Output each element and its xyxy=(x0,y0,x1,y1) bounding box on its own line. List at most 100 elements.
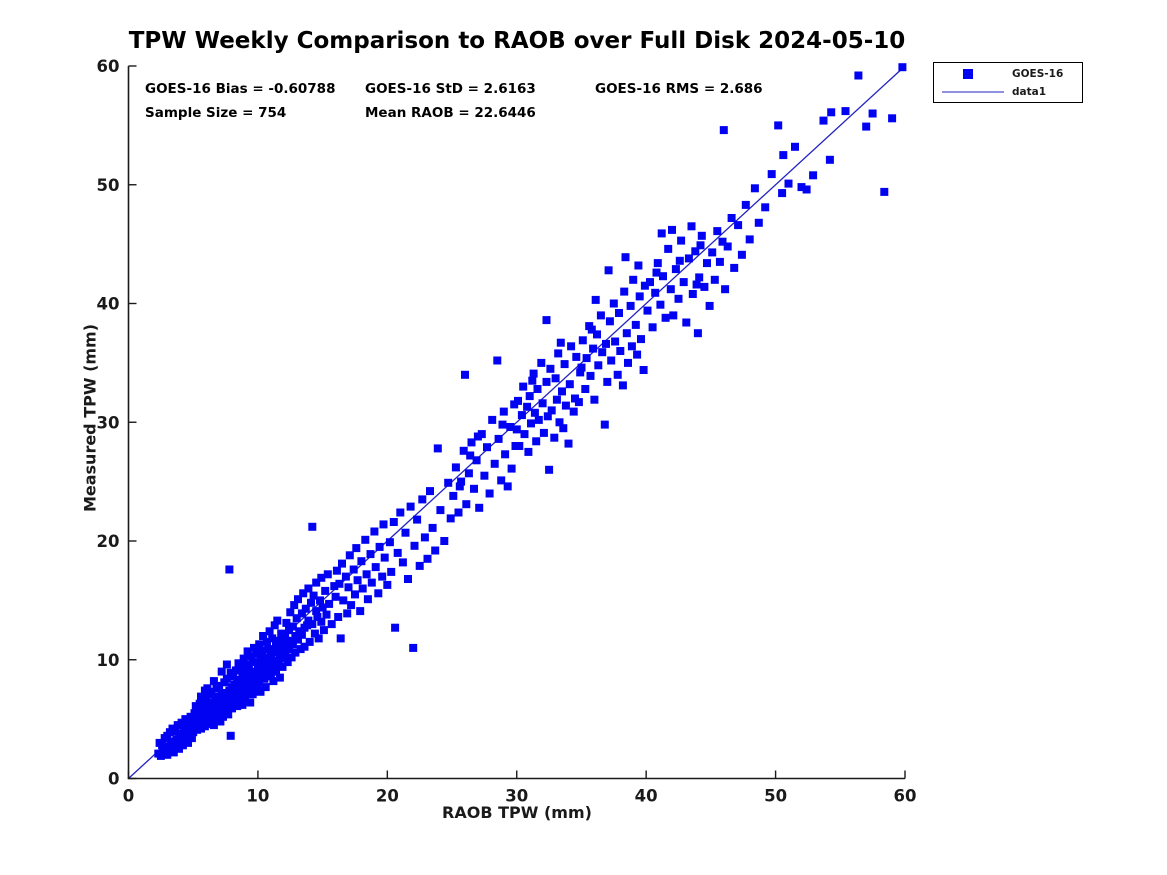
scatter-point xyxy=(527,419,535,428)
scatter-point xyxy=(543,412,552,421)
scatter-point xyxy=(299,589,308,598)
scatter-point xyxy=(253,681,262,690)
scatter-point xyxy=(639,366,648,374)
scatter-point xyxy=(224,710,233,719)
scatter-point xyxy=(335,579,344,588)
scatter-point xyxy=(297,609,306,618)
legend-marker-icon xyxy=(963,69,973,79)
scatter-point xyxy=(409,643,418,652)
scatter-point xyxy=(564,439,573,448)
scatter-point xyxy=(312,607,321,616)
scatter-points xyxy=(154,63,907,760)
scatter-point xyxy=(754,218,763,227)
scatter-point xyxy=(362,570,371,579)
scatter-point xyxy=(721,285,730,294)
scatter-point xyxy=(358,584,367,593)
scatter-point xyxy=(656,300,665,309)
scatter-point xyxy=(611,337,620,346)
scatter-point xyxy=(247,652,256,661)
scatter-point xyxy=(607,356,616,365)
stat-bias: GOES-16 Bias = -0.60788 xyxy=(145,81,336,97)
scatter-point xyxy=(230,697,239,706)
scatter-point xyxy=(288,622,297,631)
scatter-point xyxy=(401,528,410,537)
scatter-point xyxy=(278,662,287,671)
scatter-point xyxy=(396,508,405,517)
scatter-point xyxy=(250,643,258,652)
scatter-point xyxy=(449,491,458,500)
scatter-point xyxy=(459,446,468,455)
scatter-point xyxy=(374,589,383,598)
scatter-point xyxy=(719,126,728,135)
scatter-point xyxy=(578,336,587,345)
scatter-point xyxy=(281,633,290,642)
scatter-point xyxy=(303,621,312,630)
scatter-point xyxy=(488,415,497,424)
scatter-point xyxy=(517,411,526,420)
scatter-point xyxy=(338,559,346,568)
scatter-point xyxy=(668,225,676,234)
scatter-point xyxy=(520,430,529,439)
scatter-point xyxy=(255,677,264,686)
scatter-point xyxy=(621,253,630,262)
scatter-point xyxy=(310,629,319,638)
scatter-point xyxy=(501,450,510,459)
scatter-point xyxy=(664,244,673,253)
scatter-point xyxy=(545,465,554,474)
scatter-point xyxy=(304,584,313,593)
y-tick-label: 40 xyxy=(97,295,120,314)
scatter-point xyxy=(682,318,691,327)
scatter-point xyxy=(674,294,683,303)
scatter-point xyxy=(677,236,686,245)
scatter-point xyxy=(181,715,190,724)
scatter-point xyxy=(266,670,275,678)
scatter-point xyxy=(653,259,662,268)
scatter-point xyxy=(352,544,361,553)
scatter-point xyxy=(367,578,376,587)
scatter-point xyxy=(652,268,661,277)
scatter-point xyxy=(697,231,706,240)
scatter-point xyxy=(581,385,590,393)
scatter-point xyxy=(169,748,178,757)
scatter-point xyxy=(248,658,257,667)
x-axis-label: RAOB TPW (mm) xyxy=(442,803,592,822)
scatter-point xyxy=(268,656,277,665)
scatter-point xyxy=(238,670,247,678)
scatter-point xyxy=(620,287,629,296)
scatter-point xyxy=(745,235,754,244)
scatter-point xyxy=(380,553,389,562)
scatter-point xyxy=(290,601,299,610)
scatter-point xyxy=(250,675,258,684)
stat-std: GOES-16 StD = 2.6163 xyxy=(365,81,536,97)
scatter-point xyxy=(602,339,610,348)
scatter-point xyxy=(270,621,279,630)
scatter-point xyxy=(589,344,598,353)
scatter-point xyxy=(241,693,249,702)
scatter-point xyxy=(558,387,566,396)
scatter-point xyxy=(688,290,697,298)
scatter-point xyxy=(693,329,702,338)
scatter-point xyxy=(546,364,555,373)
scatter-point xyxy=(582,354,591,363)
scatter-point xyxy=(334,613,343,621)
scatter-point xyxy=(231,686,240,695)
scatter-point xyxy=(524,447,533,456)
scatter-point xyxy=(466,451,475,460)
scatter-point xyxy=(322,610,331,619)
legend-label: GOES-16 xyxy=(1012,68,1064,80)
stat-rms: GOES-16 RMS = 2.686 xyxy=(595,81,763,97)
scatter-point xyxy=(184,738,192,747)
scatter-point xyxy=(300,642,309,651)
scatter-point xyxy=(596,311,605,320)
scatter-point xyxy=(406,502,415,511)
scatter-point xyxy=(197,692,205,701)
scatter-point xyxy=(627,342,636,351)
scatter-point xyxy=(593,330,601,339)
scatter-point xyxy=(525,392,534,401)
scatter-point xyxy=(512,425,521,434)
scatter-point xyxy=(208,715,217,724)
scatter-point xyxy=(242,687,251,696)
scatter-point xyxy=(387,567,396,576)
scatter-point xyxy=(572,352,581,361)
